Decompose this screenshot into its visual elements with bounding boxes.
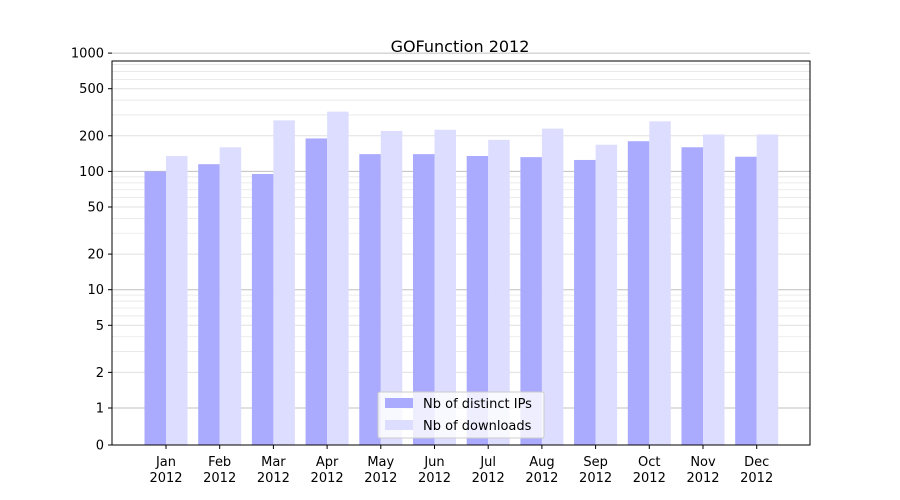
x-tick-month: May bbox=[367, 455, 394, 470]
bar-downloads bbox=[649, 121, 671, 445]
bar-distinct-ips bbox=[144, 171, 166, 445]
x-tick-label: Aug 2012 bbox=[525, 455, 558, 486]
x-tick-month: Apr bbox=[316, 455, 339, 470]
plot-frame bbox=[111, 60, 811, 446]
x-tick-label: Dec 2012 bbox=[740, 455, 773, 486]
bar-downloads bbox=[273, 120, 295, 446]
x-tick-label: Feb 2012 bbox=[203, 455, 236, 486]
y-tick-label: 200 bbox=[79, 129, 104, 144]
x-tick-month: Jan bbox=[155, 455, 176, 470]
x-tick-month: Oct bbox=[638, 455, 660, 470]
x-tick-year: 2012 bbox=[311, 471, 344, 486]
y-tick-label: 10 bbox=[87, 283, 104, 298]
bar-distinct-ips bbox=[251, 174, 274, 446]
bar-downloads bbox=[380, 130, 403, 445]
legend-swatch-ips bbox=[385, 398, 413, 408]
x-tick-year: 2012 bbox=[740, 471, 773, 486]
x-tick-label: Jan 2012 bbox=[149, 455, 182, 486]
x-tick-month: Nov bbox=[690, 455, 716, 470]
x-tick-label: Apr 2012 bbox=[311, 455, 344, 486]
x-tick-year: 2012 bbox=[686, 471, 719, 486]
y-tick-label: 1000 bbox=[71, 47, 104, 62]
legend-label-ips: Nb of distinct IPs bbox=[423, 397, 532, 412]
bar-distinct-ips bbox=[413, 154, 435, 446]
x-tick-label: Mar 2012 bbox=[257, 455, 290, 486]
bar-downloads bbox=[756, 134, 779, 445]
legend-label-downloads: Nb of downloads bbox=[423, 419, 532, 434]
x-tick-month: Dec bbox=[744, 455, 769, 470]
bar-distinct-ips bbox=[305, 138, 328, 445]
x-tick-label: May 2012 bbox=[364, 455, 397, 486]
bar-downloads bbox=[488, 139, 510, 445]
x-tick-month: Aug bbox=[529, 455, 554, 470]
y-tick-label: 500 bbox=[79, 82, 104, 97]
bar-distinct-ips bbox=[198, 164, 220, 445]
x-tick-month: Jul bbox=[479, 455, 496, 470]
x-tick-year: 2012 bbox=[418, 471, 451, 486]
bar-downloads bbox=[327, 111, 349, 446]
x-tick-year: 2012 bbox=[472, 471, 505, 486]
x-tick-label: Sep 2012 bbox=[579, 455, 612, 486]
y-tick-label: 0 bbox=[96, 439, 104, 454]
x-tick-year: 2012 bbox=[257, 471, 290, 486]
y-axis: 0 1 2 5 10 20 50 100 200 500 1000 bbox=[71, 47, 112, 454]
y-tick-label: 20 bbox=[87, 248, 104, 263]
bar-distinct-ips bbox=[574, 159, 596, 445]
x-tick-month: Sep bbox=[583, 455, 608, 470]
bar-downloads bbox=[541, 128, 564, 445]
chart-title: GOFunction 2012 bbox=[391, 37, 530, 56]
bar-distinct-ips bbox=[359, 154, 381, 446]
x-tick-year: 2012 bbox=[525, 471, 558, 486]
y-tick-label: 100 bbox=[79, 165, 104, 180]
bar-downloads bbox=[434, 129, 456, 445]
bar-distinct-ips bbox=[735, 156, 757, 445]
bar-distinct-ips bbox=[520, 157, 542, 445]
bars bbox=[144, 111, 779, 446]
legend: Nb of distinct IPs Nb of downloads bbox=[377, 391, 545, 439]
y-tick-label: 2 bbox=[96, 366, 104, 381]
legend-swatch-downloads bbox=[385, 420, 413, 430]
x-tick-label: Oct 2012 bbox=[633, 455, 666, 486]
bar-downloads bbox=[219, 147, 242, 445]
y-tick-label: 1 bbox=[96, 402, 104, 417]
bar-downloads bbox=[703, 134, 725, 445]
bar-downloads bbox=[595, 144, 618, 445]
y-tick-label: 5 bbox=[96, 319, 104, 334]
bar-distinct-ips bbox=[466, 155, 489, 446]
x-tick-label: Jul 2012 bbox=[472, 455, 505, 486]
legend-box bbox=[377, 391, 545, 439]
bar-distinct-ips bbox=[627, 141, 650, 445]
x-tick-year: 2012 bbox=[633, 471, 666, 486]
x-tick-year: 2012 bbox=[203, 471, 236, 486]
bar-downloads bbox=[166, 155, 188, 446]
x-tick-label: Jun 2012 bbox=[418, 455, 451, 486]
y-tick-label: 50 bbox=[87, 201, 104, 216]
bar-distinct-ips bbox=[681, 147, 703, 445]
x-tick-month: Feb bbox=[208, 455, 231, 470]
x-tick-year: 2012 bbox=[149, 471, 182, 486]
x-tick-label: Nov 2012 bbox=[686, 455, 719, 486]
x-tick-month: Jun bbox=[423, 455, 444, 470]
x-tick-month: Mar bbox=[261, 455, 286, 470]
x-tick-year: 2012 bbox=[364, 471, 397, 486]
x-tick-year: 2012 bbox=[579, 471, 612, 486]
